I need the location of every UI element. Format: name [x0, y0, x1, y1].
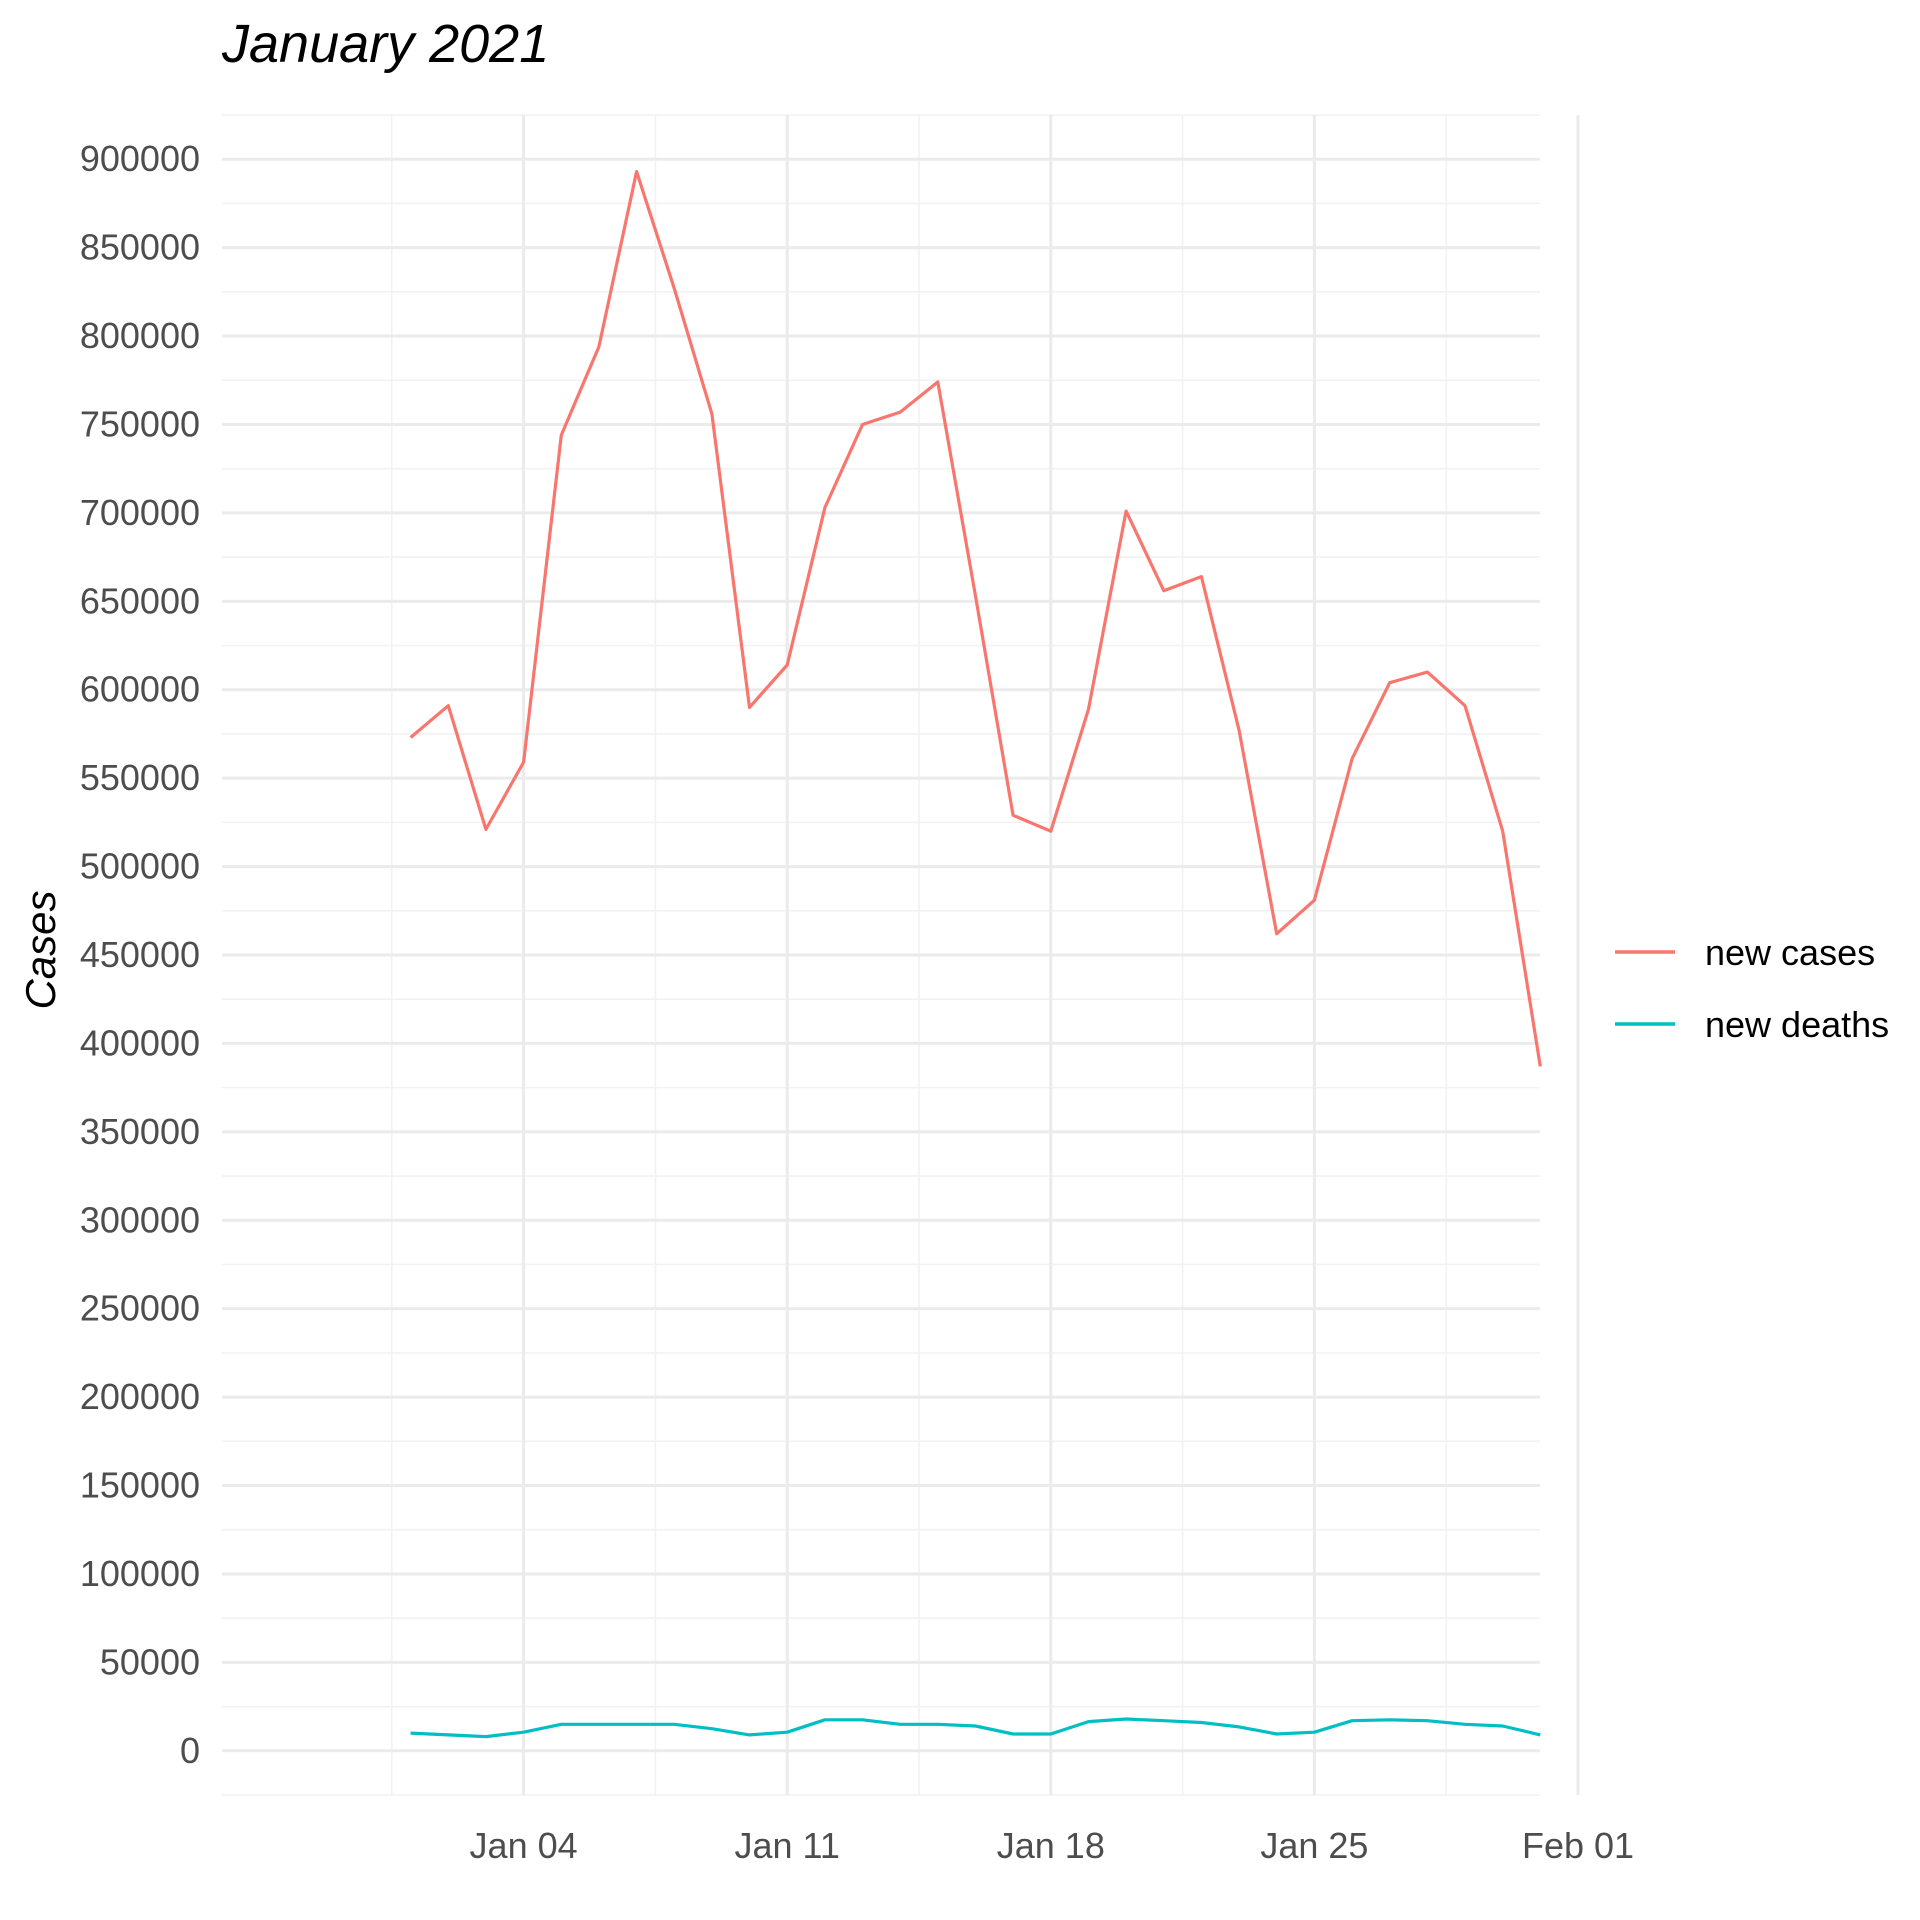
major-gridlines	[222, 115, 1580, 1795]
y-tick-label: 700000	[80, 492, 200, 533]
y-tick-label: 450000	[80, 934, 200, 975]
legend: new cases new deaths	[1615, 932, 1889, 1045]
y-tick-label: 400000	[80, 1022, 200, 1063]
y-tick-label: 500000	[80, 846, 200, 887]
chart-title: January 2021	[221, 14, 549, 74]
y-tick-label: 100000	[80, 1553, 200, 1594]
y-tick-label: 600000	[80, 669, 200, 710]
y-tick-label: 0	[180, 1730, 200, 1771]
x-tick-label: Jan 11	[734, 1825, 839, 1866]
x-tick-label: Jan 18	[997, 1825, 1105, 1866]
y-tick-label: 650000	[80, 580, 200, 621]
y-tick-label: 850000	[80, 227, 200, 268]
y-axis-label: Cases	[17, 890, 64, 1009]
series-lines	[409, 170, 1542, 1739]
x-tick-label: Jan 25	[1260, 1825, 1368, 1866]
x-tick-label: Jan 04	[470, 1825, 578, 1866]
series-line-new-deaths	[410, 1717, 1541, 1739]
y-tick-label: 300000	[80, 1199, 200, 1240]
y-tick-label: 550000	[80, 757, 200, 798]
legend-label-new-cases: new cases	[1705, 932, 1875, 973]
y-tick-label: 200000	[80, 1376, 200, 1417]
x-axis-tick-labels: Jan 04 Jan 11 Jan 18 Jan 25 Feb 01	[470, 1825, 1634, 1866]
y-tick-label: 250000	[80, 1288, 200, 1329]
y-tick-label: 750000	[80, 403, 200, 444]
y-tick-label: 150000	[80, 1465, 200, 1506]
y-tick-label: 800000	[80, 315, 200, 356]
y-tick-label: 900000	[80, 138, 200, 179]
y-axis-tick-labels: 0 50000 100000 150000 200000 250000 300000 3500…	[80, 138, 200, 1771]
y-tick-label: 50000	[100, 1641, 200, 1682]
series-line-new-cases	[409, 170, 1542, 1067]
x-tick-label: Feb 01	[1522, 1825, 1634, 1866]
y-tick-label: 350000	[80, 1111, 200, 1152]
legend-label-new-deaths: new deaths	[1705, 1004, 1889, 1045]
